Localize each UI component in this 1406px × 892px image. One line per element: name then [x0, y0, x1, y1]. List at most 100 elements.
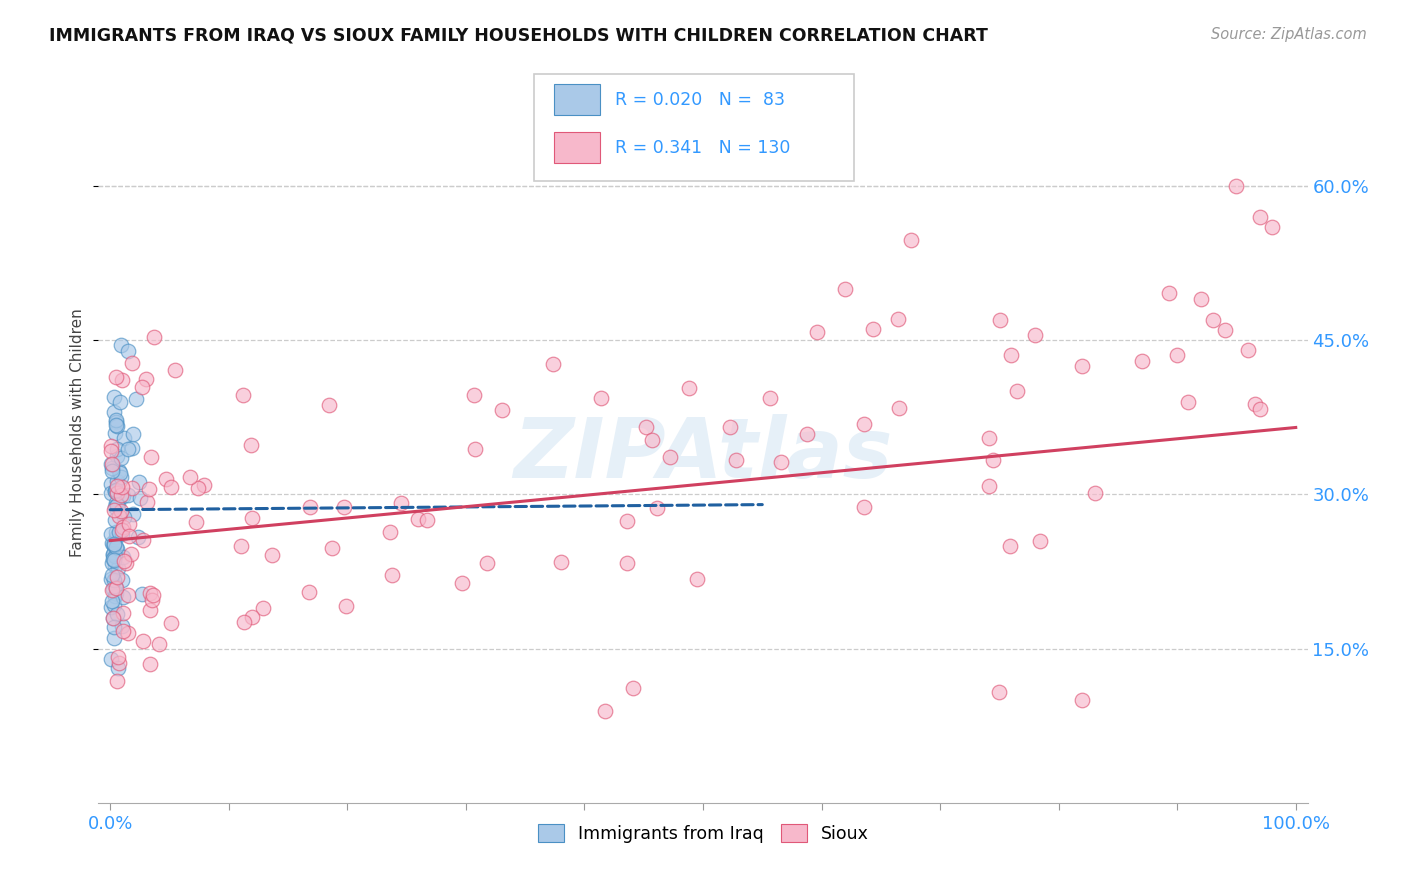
Point: [103, 503, 125, 517]
Point: [112, 591, 135, 605]
Point: [589, 391, 612, 405]
Point: [105, 479, 128, 493]
Point: [647, 500, 669, 515]
Point: [117, 626, 139, 640]
Point: [686, 572, 709, 586]
Point: [900, 233, 922, 247]
Text: R = 0.341   N = 130: R = 0.341 N = 130: [614, 138, 790, 157]
Point: [1177, 394, 1199, 409]
Point: [759, 391, 782, 405]
Point: [1213, 323, 1236, 337]
Point: [114, 556, 136, 570]
Point: [120, 547, 142, 561]
Point: [634, 420, 657, 434]
Point: [463, 387, 485, 401]
Point: [318, 398, 340, 412]
Point: [103, 405, 125, 419]
Point: [107, 561, 129, 575]
Point: [979, 479, 1001, 493]
Point: [104, 559, 127, 574]
Point: [101, 457, 124, 471]
Point: [103, 553, 125, 567]
Point: [1249, 210, 1271, 224]
Point: [105, 541, 128, 555]
Point: [1029, 533, 1052, 548]
Point: [103, 598, 125, 612]
Point: [796, 427, 818, 442]
Point: [1024, 327, 1046, 342]
Point: [1071, 359, 1094, 373]
Point: [187, 481, 209, 495]
Point: [103, 546, 125, 560]
Point: [105, 496, 128, 510]
Point: [464, 442, 486, 456]
Point: [108, 395, 131, 409]
Point: [298, 584, 321, 599]
Point: [103, 620, 125, 634]
Point: [491, 402, 513, 417]
Point: [136, 495, 159, 509]
Point: [107, 649, 129, 664]
Point: [148, 637, 170, 651]
Point: [108, 464, 131, 478]
Point: [416, 512, 439, 526]
Point: [127, 530, 149, 544]
Point: [1071, 693, 1094, 707]
Point: [112, 510, 135, 524]
Point: [1000, 349, 1022, 363]
Bar: [554, 132, 600, 163]
Point: [101, 460, 124, 475]
Point: [139, 450, 162, 464]
Point: [104, 484, 127, 499]
Point: [232, 388, 254, 402]
Point: [100, 527, 122, 541]
Point: [298, 500, 321, 515]
Point: [105, 483, 128, 498]
Point: [451, 575, 474, 590]
Point: [1084, 486, 1107, 500]
Point: [381, 568, 404, 582]
Point: [112, 489, 135, 503]
Point: [193, 477, 215, 491]
Point: [100, 443, 122, 458]
Y-axis label: Family Households with Children: Family Households with Children: [70, 309, 86, 557]
Point: [143, 330, 166, 344]
Point: [103, 537, 125, 551]
Point: [1005, 384, 1028, 398]
Point: [981, 453, 1004, 467]
Legend: Immigrants from Iraq, Sioux: Immigrants from Iraq, Sioux: [530, 817, 876, 850]
Point: [100, 568, 122, 582]
Point: [389, 496, 412, 510]
Point: [1244, 397, 1267, 411]
Point: [141, 593, 163, 607]
Point: [105, 586, 128, 600]
Point: [112, 550, 135, 565]
Point: [110, 451, 132, 466]
Point: [112, 624, 135, 638]
Text: R = 0.020   N =  83: R = 0.020 N = 83: [614, 91, 785, 109]
Point: [105, 418, 128, 433]
Point: [724, 453, 747, 467]
Point: [110, 504, 132, 518]
Point: [112, 554, 135, 568]
Point: [231, 539, 253, 553]
Point: [117, 588, 139, 602]
Point: [104, 500, 127, 514]
Point: [110, 470, 132, 484]
Point: [105, 673, 128, 688]
Point: [104, 579, 127, 593]
Point: [988, 313, 1011, 327]
Point: [104, 513, 127, 527]
Point: [132, 633, 155, 648]
Point: [101, 463, 124, 477]
Point: [111, 619, 134, 633]
Point: [117, 442, 139, 456]
Point: [1189, 292, 1212, 306]
Point: [160, 615, 183, 630]
Point: [641, 434, 664, 448]
FancyBboxPatch shape: [534, 73, 855, 181]
Point: [117, 488, 139, 502]
Point: [853, 500, 876, 514]
Point: [240, 511, 263, 525]
Point: [616, 514, 638, 528]
